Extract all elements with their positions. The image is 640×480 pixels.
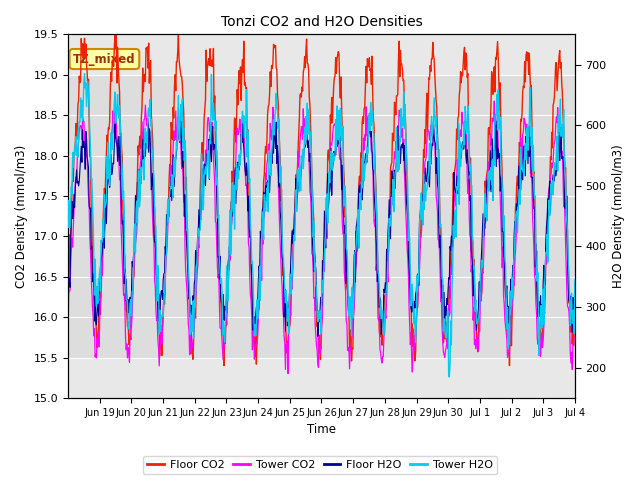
Title: Tonzi CO2 and H2O Densities: Tonzi CO2 and H2O Densities [221,15,422,29]
Y-axis label: CO2 Density (mmol/m3): CO2 Density (mmol/m3) [15,144,28,288]
Text: TZ_mixed: TZ_mixed [73,52,136,65]
X-axis label: Time: Time [307,423,336,436]
Y-axis label: H2O Density (mmol/m3): H2O Density (mmol/m3) [612,144,625,288]
Legend: Floor CO2, Tower CO2, Floor H2O, Tower H2O: Floor CO2, Tower CO2, Floor H2O, Tower H… [143,456,497,474]
Bar [68,75,575,358]
